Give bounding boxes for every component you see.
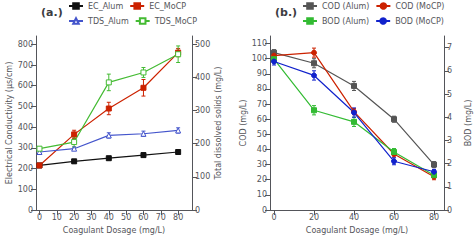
svg-text:90: 90 [257, 69, 267, 78]
svg-text:0: 0 [37, 213, 42, 222]
svg-text:100: 100 [195, 172, 210, 181]
svg-text:400: 400 [18, 123, 33, 132]
svg-text:20: 20 [257, 175, 267, 184]
svg-text:40: 40 [104, 213, 114, 222]
svg-text:0: 0 [271, 213, 276, 222]
svg-text:COD (Alum): COD (Alum) [322, 2, 369, 11]
svg-text:10: 10 [257, 190, 267, 199]
svg-text:80: 80 [429, 213, 439, 222]
svg-text:5: 5 [447, 90, 452, 99]
svg-text:200: 200 [195, 139, 210, 148]
svg-text:30: 30 [257, 160, 267, 169]
svg-text:40: 40 [349, 213, 359, 222]
svg-text:3: 3 [447, 136, 452, 145]
svg-text:700: 700 [18, 61, 33, 70]
svg-text:40: 40 [257, 145, 267, 154]
svg-text:BOD (Alum): BOD (Alum) [322, 17, 369, 26]
svg-text:80: 80 [173, 213, 183, 222]
svg-text:30: 30 [86, 213, 96, 222]
svg-text:20: 20 [309, 213, 319, 222]
svg-text:50: 50 [257, 130, 267, 139]
svg-text:800: 800 [18, 40, 33, 49]
svg-text:60: 60 [257, 115, 267, 124]
svg-text:100: 100 [252, 54, 267, 63]
svg-text:7: 7 [447, 43, 452, 52]
svg-text:20: 20 [69, 213, 79, 222]
svg-text:2: 2 [447, 159, 452, 168]
svg-text:70: 70 [156, 213, 166, 222]
svg-text:0: 0 [28, 206, 33, 215]
svg-text:80: 80 [257, 84, 267, 93]
svg-text:70: 70 [257, 100, 267, 109]
svg-text:10: 10 [52, 213, 62, 222]
svg-text:Total dissolved solids (mg/L): Total dissolved solids (mg/L) [214, 67, 223, 181]
svg-text:(b.): (b.) [275, 6, 297, 19]
svg-text:BOD (MoCP): BOD (MoCP) [395, 17, 444, 26]
svg-text:BOD (mg/L): BOD (mg/L) [464, 100, 473, 147]
svg-text:Coagulant Dosage (mg/L): Coagulant Dosage (mg/L) [306, 226, 408, 235]
svg-text:4: 4 [447, 113, 452, 122]
svg-text:COD (mg/L): COD (mg/L) [239, 100, 248, 147]
svg-text:0: 0 [447, 206, 452, 215]
svg-text:(a.): (a.) [41, 6, 63, 19]
svg-text:EC_MoCP: EC_MoCP [149, 2, 186, 11]
svg-text:500: 500 [195, 40, 210, 49]
svg-text:110: 110 [252, 39, 267, 48]
svg-text:300: 300 [18, 143, 33, 152]
svg-text:300: 300 [195, 106, 210, 115]
svg-text:60: 60 [389, 213, 399, 222]
svg-text:6: 6 [447, 66, 452, 75]
svg-text:EC_Alum: EC_Alum [88, 2, 123, 11]
svg-text:Coagulant Dosage (mg/L): Coagulant Dosage (mg/L) [63, 226, 165, 235]
svg-text:0: 0 [262, 206, 267, 215]
svg-text:TDS_MoCP: TDS_MoCP [154, 17, 198, 26]
svg-text:500: 500 [18, 102, 33, 111]
svg-text:Electrical Conductivity (µs/cm: Electrical Conductivity (µs/cm) [5, 62, 14, 185]
svg-text:COD (MoCP): COD (MoCP) [395, 2, 444, 11]
svg-text:400: 400 [195, 73, 210, 82]
svg-text:100: 100 [18, 185, 33, 194]
svg-text:60: 60 [138, 213, 148, 222]
svg-text:1: 1 [447, 182, 452, 191]
svg-text:50: 50 [121, 213, 131, 222]
svg-text:TDS_Alum: TDS_Alum [87, 17, 129, 26]
svg-text:600: 600 [18, 81, 33, 90]
svg-text:200: 200 [18, 164, 33, 173]
svg-text:0: 0 [195, 206, 200, 215]
